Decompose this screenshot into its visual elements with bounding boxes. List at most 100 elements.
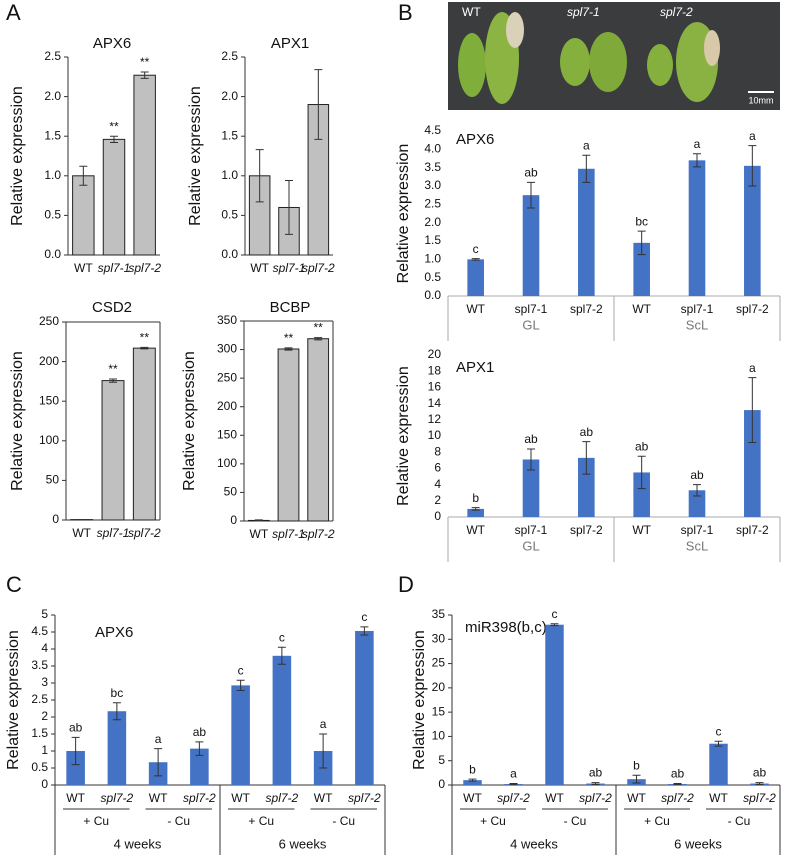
significance-label: ** [140, 331, 150, 345]
panel-label: C [6, 572, 22, 597]
y-tick-label: 50 [224, 485, 238, 499]
significance-label: c [716, 724, 722, 738]
error-bar [255, 149, 264, 203]
chart-title: APX6 [95, 624, 133, 641]
subgroup-label: - Cu [332, 814, 355, 828]
x-tick-label: spl7-2 [743, 791, 776, 805]
group-label: GL [522, 317, 539, 332]
significance-label: ** [109, 119, 119, 133]
error-bar [471, 507, 480, 511]
x-tick-label: WT [250, 261, 269, 275]
y-tick-label: 10 [428, 428, 442, 442]
y-tick-label: 0.5 [44, 208, 61, 222]
x-tick-label: WT [74, 261, 93, 275]
significance-label: c [279, 630, 285, 644]
bar [467, 259, 484, 296]
y-tick-label: 200 [39, 354, 59, 368]
y-tick-label: 18 [428, 363, 442, 377]
bar [463, 780, 482, 785]
x-tick-label: WT [466, 302, 485, 316]
error-bar [140, 71, 149, 79]
x-tick-label: spl7-1 [97, 526, 130, 540]
photo-label: spl7-1 [567, 5, 600, 19]
panel-label: D [398, 572, 414, 597]
y-tick-label: 0.5 [221, 208, 238, 222]
x-tick-label: WT [463, 791, 482, 805]
error-bar [527, 181, 535, 209]
y-tick-label: 6 [434, 461, 441, 475]
significance-label: ab [69, 721, 83, 735]
bar [307, 338, 330, 522]
x-tick-label: spl7-2 [570, 302, 603, 316]
bar [231, 685, 250, 785]
significance-label: a [583, 138, 590, 152]
significance-label: ab [690, 468, 704, 482]
y-tick-label: 20 [432, 680, 446, 694]
y-tick-label: 0 [52, 512, 59, 526]
error-bar [693, 484, 701, 497]
y-tick-label: 2.5 [221, 49, 238, 63]
error-bar [582, 154, 591, 183]
significance-label: b [472, 491, 479, 505]
bar [633, 472, 650, 517]
error-bar [319, 733, 328, 769]
x-tick-label: WT [250, 527, 269, 541]
significance-label: ab [635, 439, 649, 453]
y-tick-label: 8 [434, 444, 441, 458]
x-tick-label: WT [545, 791, 564, 805]
error-bar [591, 782, 600, 786]
y-tick-label: 1.5 [221, 128, 238, 142]
y-tick-label: 0 [438, 777, 445, 791]
group-label: 6 weeks [279, 836, 327, 851]
y-tick-label: 2.5 [44, 49, 61, 63]
y-tick-label: 200 [217, 399, 237, 413]
y-tick-label: 150 [39, 393, 59, 407]
significance-label: ab [671, 767, 685, 781]
error-bar [471, 258, 480, 261]
bar [66, 751, 85, 785]
error-bar [693, 153, 701, 168]
y-tick-label: 50 [46, 473, 60, 487]
x-tick-label: spl7-2 [348, 791, 381, 805]
x-tick-label: spl7-2 [302, 527, 335, 541]
y-tick-label: 0 [434, 509, 441, 523]
scale-bar-label: 10mm [748, 95, 773, 105]
x-tick-label: spl7-1 [681, 523, 714, 537]
y-tick-label: 14 [428, 396, 442, 410]
y-tick-label: 0.0 [221, 247, 238, 261]
y-tick-label: 250 [39, 314, 59, 328]
significance-label: ab [580, 425, 594, 439]
x-tick-label: spl7-2 [736, 302, 769, 316]
bar [744, 410, 761, 517]
error-bar [637, 230, 646, 256]
y-axis-label: Relative expression [395, 366, 412, 506]
error-bar [71, 736, 80, 766]
error-bar [360, 626, 369, 636]
bar [72, 175, 95, 256]
chart-title: APX6 [456, 131, 494, 148]
x-tick-label: spl7-2 [101, 791, 134, 805]
y-tick-label: 2.0 [44, 89, 61, 103]
subgroup-label: - Cu [167, 814, 190, 828]
x-tick-label: spl7-1 [515, 523, 548, 537]
significance-label: bc [635, 214, 648, 228]
y-tick-label: 250 [217, 370, 237, 384]
bar [190, 748, 209, 785]
photo-label: spl7-2 [660, 5, 693, 19]
significance-label: a [155, 732, 162, 746]
x-tick-label: WT [314, 791, 333, 805]
x-tick-label: spl7-2 [128, 526, 161, 540]
error-bar [637, 455, 646, 490]
panel-label: B [398, 0, 413, 25]
y-tick-label: 4.5 [424, 123, 441, 137]
bar [744, 165, 761, 296]
group-label: ScL [686, 538, 708, 553]
significance-label: c [238, 663, 244, 677]
subgroup-label: + Cu [644, 814, 670, 828]
leaf [647, 44, 673, 86]
significance-label: b [633, 758, 640, 772]
panel-label: A [6, 0, 21, 25]
y-tick-label: 0.5 [31, 760, 48, 774]
y-tick-label: 150 [217, 427, 237, 441]
significance-label: ab [589, 766, 603, 780]
